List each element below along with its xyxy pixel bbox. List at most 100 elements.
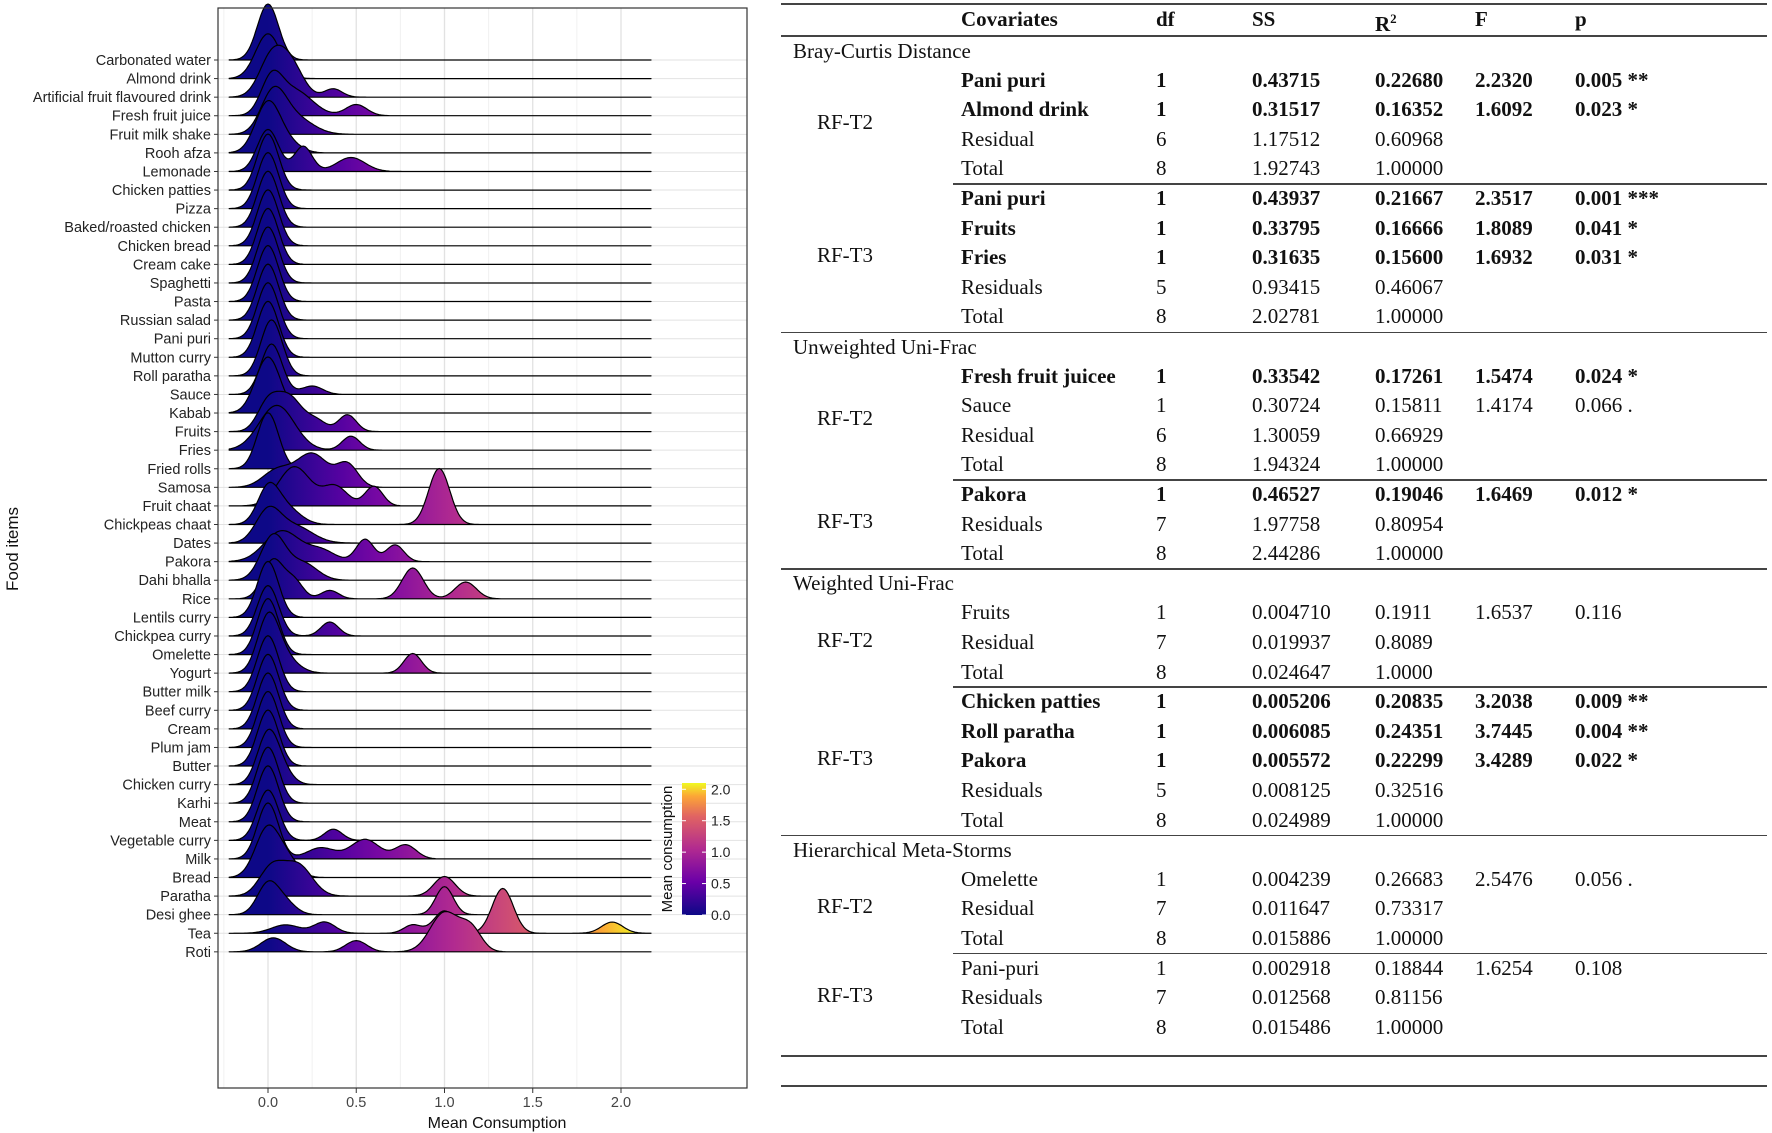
cell-cov: Pani puri	[961, 186, 1046, 210]
cell-ss: 1.17512	[1252, 126, 1321, 151]
y-tick-label: Fried rolls	[147, 462, 211, 478]
section-title: Hierarchical Meta-Storms	[793, 837, 1012, 862]
cell-ss: 0.31517	[1252, 97, 1321, 122]
cell-r2: 0.17261	[1375, 363, 1444, 388]
cell-df: 7	[1156, 985, 1167, 1010]
cell-r2: 0.15811	[1375, 393, 1443, 418]
header-ss: SS	[1252, 7, 1276, 31]
cell-ss: 1.30059	[1252, 422, 1321, 447]
y-tick-label: Bread	[172, 871, 211, 887]
cell-p: 0.024 *	[1575, 363, 1638, 388]
cell-r2: 0.24351	[1375, 718, 1444, 743]
cell-ss: 0.008125	[1252, 778, 1331, 802]
cell-f: 1.6932	[1475, 245, 1533, 270]
table-row: Total 8 1.94324 1.00000	[781, 449, 1767, 479]
cell-f: 2.3517	[1475, 186, 1533, 210]
cell-r2: 0.22680	[1375, 67, 1444, 92]
y-tick-label: Kabab	[169, 406, 211, 422]
x-tick-label: 0.5	[346, 1095, 366, 1111]
table-row: Fresh fruit juicee 1 0.33542 0.17261 1.5474 0…	[781, 361, 1767, 391]
table-bottom-rule	[781, 1055, 1767, 1057]
cell-r2: 1.00000	[1375, 541, 1444, 566]
y-tick-label: Rice	[182, 592, 211, 608]
group-rule	[953, 952, 1767, 955]
y-tick-label: Butter	[172, 759, 211, 775]
cell-ss: 0.011647	[1252, 896, 1330, 921]
cell-df: 1	[1156, 393, 1167, 418]
y-tick-label: Omelette	[152, 648, 211, 664]
cell-r2: 1.00000	[1375, 156, 1444, 181]
table-row: Fruits 1 0.33795 0.16666 1.8089 0.041 *	[781, 213, 1767, 243]
cell-ss: 0.30724	[1252, 393, 1321, 418]
section-rule	[781, 834, 1767, 837]
legend-tick-label: 1.0	[711, 844, 731, 860]
table-row: Residual 6 1.17512 0.60968	[781, 124, 1767, 154]
table-top-rule	[781, 3, 1767, 5]
table-row: Fries 1 0.31635 0.15600 1.6932 0.031 *	[781, 242, 1767, 272]
cell-df: 1	[1156, 97, 1167, 122]
y-tick-label: Butter milk	[143, 685, 212, 701]
table-row: Omelette 1 0.004239 0.26683 2.5476 0.056 .	[781, 864, 1767, 894]
cell-cov: Fruits	[961, 215, 1016, 240]
cell-p: 0.012 *	[1575, 482, 1638, 506]
cell-ss: 0.024989	[1252, 807, 1331, 832]
cell-p: 0.056 .	[1575, 866, 1633, 891]
ridge-roti	[228, 910, 652, 953]
cell-cov: Residuals	[961, 511, 1043, 536]
y-tick-label: Fries	[179, 443, 211, 459]
cell-r2: 0.15600	[1375, 245, 1444, 270]
group-rule	[953, 479, 1767, 481]
section-title: Unweighted Uni-Frac	[793, 334, 977, 359]
y-tick-label: Chicken bread	[118, 239, 212, 255]
group-label: RF-T2	[817, 405, 874, 430]
y-tick-label: Meat	[179, 815, 211, 831]
cell-ss: 1.92743	[1252, 156, 1321, 181]
cell-df: 6	[1156, 126, 1167, 151]
cell-cov: Total	[961, 1014, 1004, 1039]
cell-ss: 0.43937	[1252, 186, 1321, 210]
cell-df: 8	[1156, 156, 1167, 181]
group-rule	[953, 686, 1767, 688]
cell-r2: 1.00000	[1375, 926, 1444, 950]
cell-df: 6	[1156, 422, 1167, 447]
cell-r2: 0.60968	[1375, 126, 1444, 151]
y-tick-label: Chickpea curry	[114, 629, 211, 645]
cell-cov: Residual	[961, 630, 1035, 654]
y-tick-label: Paratha	[160, 889, 212, 905]
cell-ss: 0.46527	[1252, 482, 1321, 506]
cell-ss: 2.44286	[1252, 541, 1321, 566]
ridge-desi-ghee	[228, 880, 652, 916]
cell-p: 0.066 .	[1575, 393, 1633, 418]
legend-title: Mean consumption	[659, 786, 676, 913]
cell-ss: 1.94324	[1252, 452, 1321, 477]
y-tick-label: Lentils curry	[133, 610, 212, 626]
y-tick-label: Cream cake	[133, 257, 211, 273]
cell-cov: Residual	[961, 896, 1035, 921]
cell-df: 1	[1156, 689, 1167, 714]
cell-cov: Total	[961, 926, 1004, 950]
y-tick-label: Roll paratha	[133, 369, 212, 385]
cell-r2: 1.00000	[1375, 807, 1444, 832]
x-tick-label: 0.0	[258, 1095, 278, 1111]
table-header: Covariates df SS R2 F p	[781, 4, 1767, 36]
table-row: Pakora 1 0.005572 0.22299 3.4289 0.022 *	[781, 745, 1767, 775]
cell-ss: 0.004710	[1252, 600, 1331, 625]
cell-r2: 0.8089	[1375, 630, 1433, 654]
cell-df: 1	[1156, 955, 1167, 980]
cell-f: 1.8089	[1475, 215, 1533, 240]
cell-f: 3.2038	[1475, 689, 1533, 714]
header-p: p	[1575, 7, 1587, 31]
cell-ss: 0.015486	[1252, 1014, 1331, 1039]
cell-df: 1	[1156, 748, 1167, 773]
x-axis: 0.0 0.5 1.0 1.5 2.0	[258, 1088, 631, 1111]
table-row: Residuals 5 0.008125 0.32516	[781, 775, 1767, 805]
y-tick-label: Pani puri	[154, 332, 211, 348]
table-row: Total 8 1.92743 1.00000	[781, 153, 1767, 183]
y-tick-label: Tea	[188, 926, 212, 942]
cell-cov: Sauce	[961, 393, 1012, 418]
y-tick-label: Beef curry	[145, 703, 212, 719]
y-tick-label: Desi ghee	[146, 908, 211, 924]
y-tick-label: Roti	[185, 945, 211, 961]
x-tick-label: 1.0	[434, 1095, 454, 1111]
cell-p: 0.108	[1575, 955, 1623, 980]
